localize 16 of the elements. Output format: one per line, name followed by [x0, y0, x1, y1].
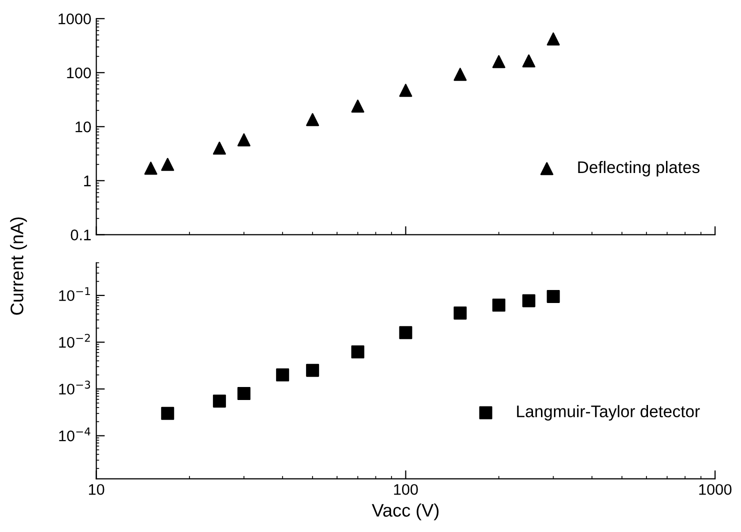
y-tick-label: 10: [76, 122, 91, 132]
x-axis-title: Vacc (V): [372, 503, 439, 520]
y-tick-label: 10$^{−1}$: [59, 287, 90, 302]
y-tick-label: 10$^{−4}$: [59, 428, 90, 442]
x-tick-label: 100: [394, 484, 418, 495]
y-tick-label: 10$^{−2}$: [59, 334, 90, 348]
y-tick-label: 10$^{−3}$: [59, 380, 90, 395]
y-tick-label: 0.1: [70, 230, 91, 240]
y-tick-label: 1000: [58, 13, 91, 24]
legend-label: Langmuir-Taylor detector: [517, 405, 700, 421]
legend-label: Deflecting plates: [578, 160, 700, 176]
x-tick-label: 10: [89, 484, 104, 495]
y-tick-label: 100: [67, 68, 91, 78]
x-tick-label: 1000: [699, 484, 732, 495]
y-tick-label: 1: [84, 176, 91, 186]
y-axis-title: Current (nA): [10, 217, 27, 315]
